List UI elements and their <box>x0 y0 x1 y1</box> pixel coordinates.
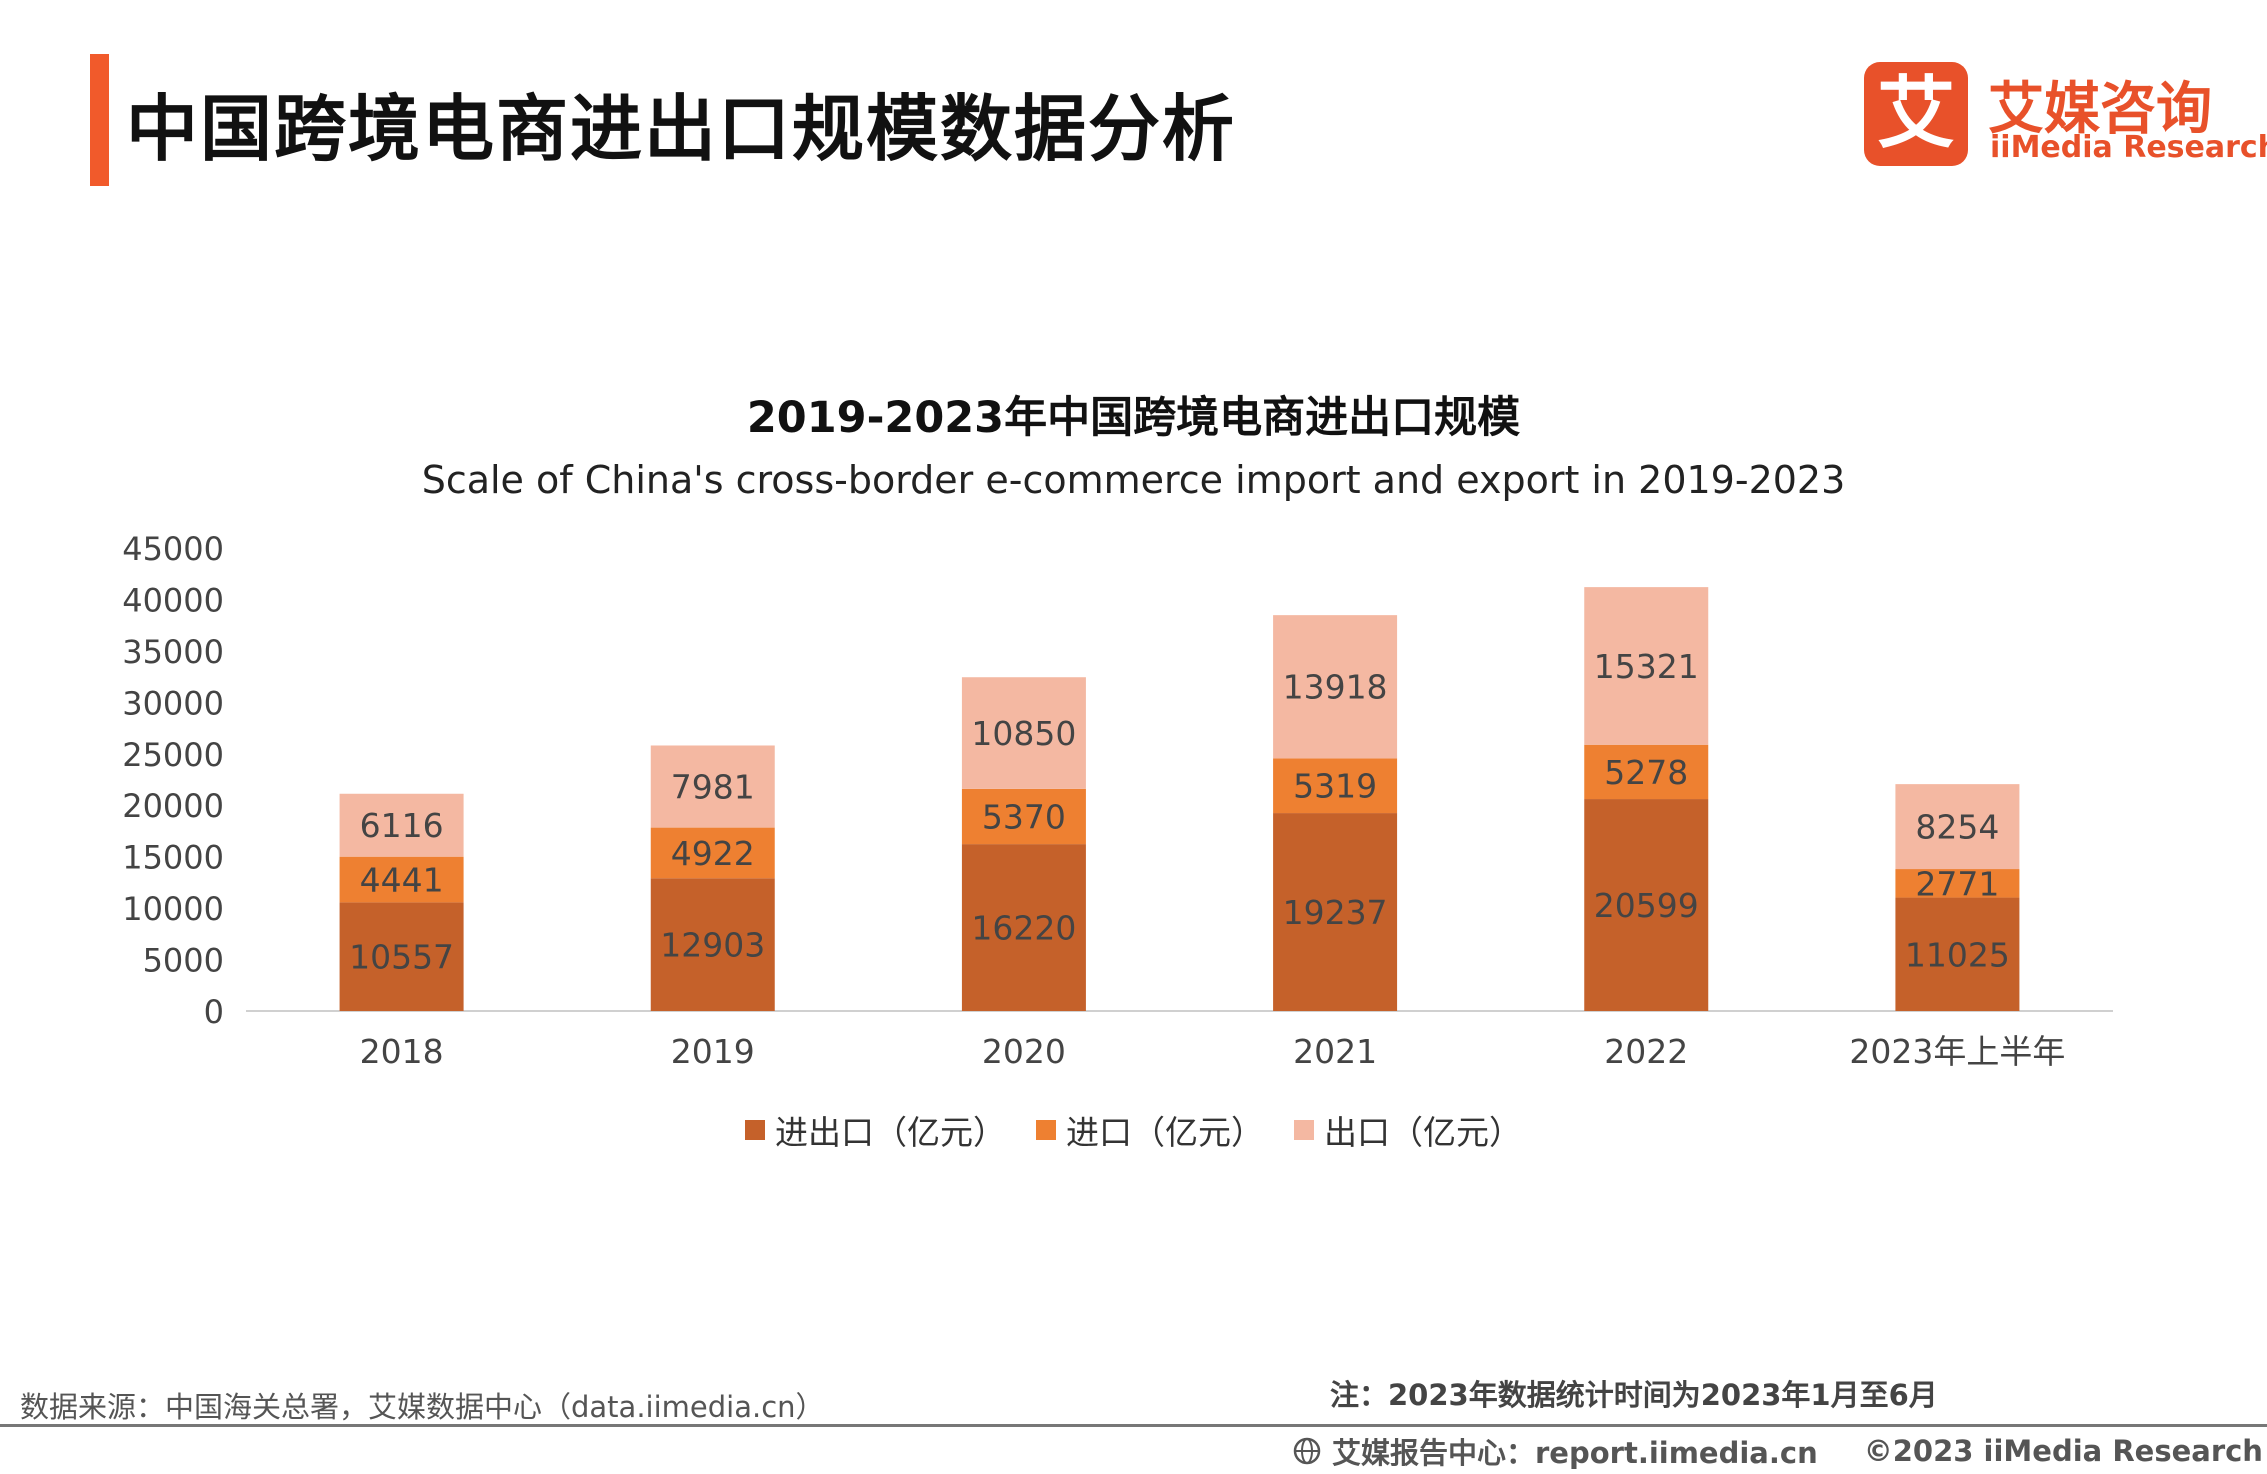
bar-segment <box>339 856 464 903</box>
y-tick-label: 20000 <box>122 787 224 825</box>
data-label: 4441 <box>360 861 444 900</box>
bar-segment <box>1584 799 1709 1011</box>
logo-mark-icon: 艾 <box>1864 62 1968 166</box>
chart-subtitle: Scale of China's cross-border e-commerce… <box>421 458 1846 502</box>
x-tick-label: 2018 <box>360 1032 444 1071</box>
bar-segment <box>650 827 775 879</box>
data-label: 16220 <box>971 909 1076 948</box>
data-label: 7981 <box>671 768 755 807</box>
legend-swatch-import <box>1036 1120 1056 1140</box>
footer-copyright: ©2023 iiMedia Research Inc <box>1863 1434 2267 1468</box>
x-tick-label: 2023年上半年 <box>1849 1032 2065 1071</box>
legend-swatch-total <box>745 1120 765 1140</box>
bar-segment <box>1895 869 2020 898</box>
data-label: 5319 <box>1293 767 1377 806</box>
data-label: 6116 <box>360 806 444 845</box>
y-tick-label: 25000 <box>122 736 224 774</box>
data-label: 15321 <box>1594 647 1699 686</box>
bar-segment <box>1584 587 1709 745</box>
logo: 艾 艾媒咨询 iiMedia Research <box>1864 62 2267 172</box>
data-label: 20599 <box>1594 886 1699 925</box>
bar-segment <box>1273 615 1398 759</box>
data-label: 12903 <box>660 926 765 965</box>
y-tick-label: 45000 <box>122 530 224 568</box>
y-tick-label: 10000 <box>122 890 224 928</box>
y-tick-label: 15000 <box>122 839 224 877</box>
x-tick-label: 2020 <box>982 1032 1066 1071</box>
chart-title: 2019-2023年中国跨境电商进出口规模 <box>746 393 1521 443</box>
y-tick-label: 5000 <box>143 942 224 980</box>
bar-segment <box>339 793 464 857</box>
data-label: 8254 <box>1915 808 1999 847</box>
y-tick-label: 40000 <box>122 581 224 619</box>
data-label: 13918 <box>1283 668 1388 707</box>
data-note: 注：2023年数据统计时间为2023年1月至6月 <box>1330 1378 1938 1412</box>
x-tick-label: 2022 <box>1604 1032 1688 1071</box>
globe-icon <box>1293 1437 1321 1465</box>
title-accent-bar <box>90 54 109 186</box>
footer-site: 艾媒报告中心：report.iimedia.cn <box>1332 1436 1818 1470</box>
data-label: 11025 <box>1905 935 2010 974</box>
logo-name-cn: 艾媒咨询 <box>1988 77 2212 142</box>
x-tick-label: 2021 <box>1293 1032 1377 1071</box>
bar-segment <box>961 844 1086 1011</box>
legend-label-import: 进口（亿元） <box>1066 1113 1264 1152</box>
data-label: 5278 <box>1604 753 1688 792</box>
bar-segment <box>1895 897 2020 1011</box>
legend-item-import: 进口（亿元） <box>1036 1106 1264 1154</box>
bar-segment <box>339 902 464 1011</box>
data-label: 10557 <box>349 938 454 977</box>
data-label: 5370 <box>982 797 1066 836</box>
bar-segment <box>650 745 775 828</box>
legend-item-total: 进出口（亿元） <box>745 1106 1006 1154</box>
bar-segment <box>961 677 1086 789</box>
footer: 艾媒报告中心：report.iimedia.cn ©2023 iiMedia R… <box>1292 1430 2267 1472</box>
chart-legend: 进出口（亿元） 进口（亿元） 出口（亿元） <box>0 1106 2267 1154</box>
y-tick-label: 30000 <box>122 684 224 722</box>
page-title: 中国跨境电商进出口规模数据分析 <box>126 87 1237 171</box>
legend-swatch-export <box>1294 1120 1314 1140</box>
bar-segment <box>1273 758 1398 814</box>
legend-label-total: 进出口（亿元） <box>775 1113 1006 1152</box>
bar-segment <box>1895 784 2020 870</box>
bar-segment <box>1273 813 1398 1011</box>
data-label: 10850 <box>971 714 1076 753</box>
footer-divider <box>0 1424 2267 1427</box>
data-label: 19237 <box>1283 893 1388 932</box>
bar-segment <box>650 878 775 1011</box>
x-tick-label: 2019 <box>671 1032 755 1071</box>
legend-item-export: 出口（亿元） <box>1294 1106 1522 1154</box>
bar-segment <box>1584 744 1709 800</box>
bar-segment <box>961 788 1086 845</box>
data-label: 4922 <box>671 834 755 873</box>
logo-name-en: iiMedia Research <box>1990 130 2267 165</box>
data-label: 2771 <box>1915 864 1999 903</box>
data-source: 数据来源：中国海关总署，艾媒数据中心（data.iimedia.cn） <box>20 1390 825 1424</box>
legend-label-export: 出口（亿元） <box>1324 1113 1522 1152</box>
y-tick-label: 0 <box>204 993 224 1031</box>
y-tick-label: 35000 <box>122 633 224 671</box>
